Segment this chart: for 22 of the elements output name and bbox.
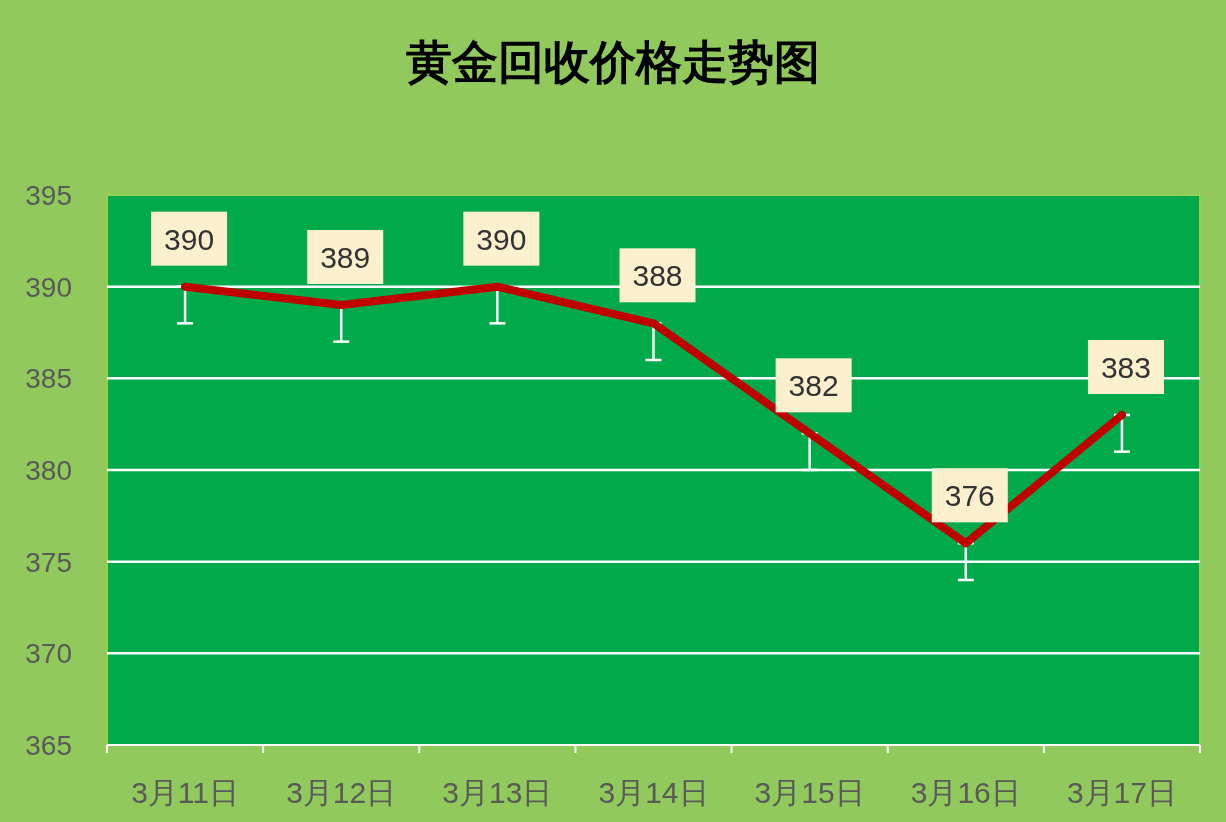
data-label: 388	[632, 259, 683, 293]
data-label: 382	[788, 369, 839, 403]
y-tick-label: 375	[25, 546, 72, 578]
y-tick-label: 390	[25, 271, 72, 303]
data-label: 376	[944, 479, 995, 513]
x-tick-label: 3月13日	[442, 776, 553, 809]
y-tick-label: 380	[25, 455, 72, 486]
data-label: 383	[1100, 351, 1151, 384]
chart-title: 黄金回收价格走势图	[406, 37, 820, 88]
y-tick-label: 370	[25, 638, 72, 670]
x-tick-label: 3月11日	[131, 776, 239, 809]
x-tick-label: 3月16日	[910, 776, 1021, 809]
x-tick-label: 3月15日	[754, 776, 865, 809]
x-tick-label: 3月17日	[1066, 776, 1177, 809]
data-label: 390	[164, 222, 215, 256]
y-tick-label: 385	[25, 363, 72, 395]
data-label: 389	[320, 241, 371, 274]
data-label: 390	[476, 222, 527, 256]
y-tick-label: 395	[25, 180, 72, 211]
x-tick-label: 3月12日	[286, 776, 397, 809]
y-tick-label: 365	[25, 730, 72, 761]
x-tick-label: 3月14日	[598, 776, 709, 809]
